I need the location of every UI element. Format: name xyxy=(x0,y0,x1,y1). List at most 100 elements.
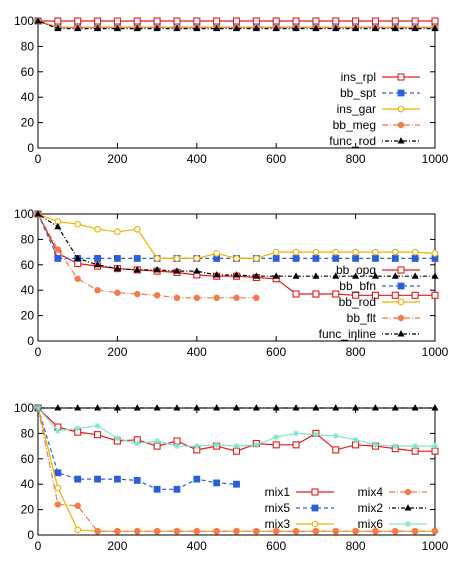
data-point xyxy=(54,404,62,411)
data-point xyxy=(233,527,240,535)
legend-marker xyxy=(397,89,405,97)
data-point xyxy=(391,255,399,262)
data-point xyxy=(332,17,340,25)
series-func-rod xyxy=(34,17,439,32)
data-point xyxy=(352,291,360,299)
data-point xyxy=(312,272,320,279)
data-point xyxy=(371,17,380,25)
legend-entry-bb-flt: bb_flt xyxy=(347,311,420,325)
y-tick-label: 60 xyxy=(21,452,35,466)
data-point xyxy=(153,255,161,262)
legend-label: mix3 xyxy=(265,517,291,531)
data-point xyxy=(352,24,360,32)
y-tick-label: 100 xyxy=(14,14,34,28)
data-point xyxy=(352,404,360,411)
legend-label: bb_flt xyxy=(347,311,377,325)
data-point xyxy=(332,527,339,535)
data-point xyxy=(272,441,280,449)
legend: bb_opq bb_bfn bb_rod bb_flt func_inline xyxy=(319,263,420,341)
legend-label: func_rod xyxy=(329,134,376,148)
data-point xyxy=(432,443,438,450)
data-point xyxy=(332,432,339,439)
data-point xyxy=(54,222,62,230)
x-tick-label: 1000 xyxy=(422,152,449,166)
legend-marker xyxy=(311,504,319,512)
data-point xyxy=(412,443,419,450)
data-point xyxy=(153,24,161,32)
y-tick-label: 20 xyxy=(21,503,35,517)
data-point xyxy=(411,24,419,32)
y-tick-label: 100 xyxy=(14,207,34,221)
data-point xyxy=(153,292,161,299)
legend-entry-bb-bfn: bb_bfn xyxy=(339,279,420,293)
data-point xyxy=(292,404,300,411)
data-point xyxy=(173,443,180,450)
data-point xyxy=(35,405,41,411)
data-point xyxy=(411,248,419,256)
data-point xyxy=(153,404,161,411)
data-point xyxy=(74,17,82,25)
data-point xyxy=(74,425,81,432)
data-point xyxy=(431,404,439,411)
legend-label: func_inline xyxy=(319,327,377,341)
y-tick-label: 60 xyxy=(21,65,35,79)
data-point xyxy=(332,24,340,32)
legend-label: bb_rod xyxy=(339,295,376,309)
legend-entry-mix2: mix2 xyxy=(358,501,427,515)
data-point xyxy=(213,404,221,411)
data-point xyxy=(74,475,82,483)
data-point xyxy=(411,291,419,299)
y-tick-label: 100 xyxy=(14,401,34,415)
data-point xyxy=(312,290,320,298)
data-point xyxy=(114,475,121,483)
data-point xyxy=(232,271,241,278)
data-point xyxy=(273,434,280,441)
legend-label: ins_gar xyxy=(337,102,376,116)
data-point xyxy=(272,272,280,279)
data-point xyxy=(312,527,320,535)
legend-label: bb_spt xyxy=(340,86,377,100)
data-point xyxy=(411,272,419,279)
data-point xyxy=(94,287,101,294)
x-tick-label: 0 xyxy=(35,345,42,359)
data-point xyxy=(74,220,82,228)
data-point xyxy=(213,17,221,25)
data-point xyxy=(431,527,439,535)
data-point xyxy=(173,255,181,262)
data-point xyxy=(312,24,320,32)
data-point xyxy=(133,17,141,25)
data-point xyxy=(352,248,359,256)
data-point xyxy=(54,469,62,477)
x-tick-label: 200 xyxy=(107,152,127,166)
data-point xyxy=(233,255,240,262)
data-point xyxy=(253,294,260,302)
data-point xyxy=(352,17,360,25)
data-point xyxy=(233,480,240,488)
data-point xyxy=(94,431,102,439)
data-point xyxy=(54,484,62,492)
data-point xyxy=(153,527,161,535)
data-point xyxy=(114,228,121,236)
data-point xyxy=(173,24,181,32)
data-point xyxy=(193,24,201,32)
data-point xyxy=(34,17,42,24)
x-tick-label: 800 xyxy=(346,345,366,359)
data-point xyxy=(272,17,280,25)
data-point xyxy=(153,266,161,273)
data-point xyxy=(34,210,42,217)
data-point xyxy=(253,527,260,535)
data-point xyxy=(213,24,221,32)
legend-entry-mix6: mix6 xyxy=(358,517,427,531)
series-line xyxy=(37,20,435,30)
x-tick-label: 200 xyxy=(107,345,127,359)
data-point xyxy=(312,431,319,438)
data-point xyxy=(233,443,240,450)
data-point xyxy=(94,404,102,411)
data-point xyxy=(114,289,121,296)
data-point xyxy=(193,527,200,535)
y-tick-label: 40 xyxy=(21,477,35,491)
data-point xyxy=(193,255,201,262)
